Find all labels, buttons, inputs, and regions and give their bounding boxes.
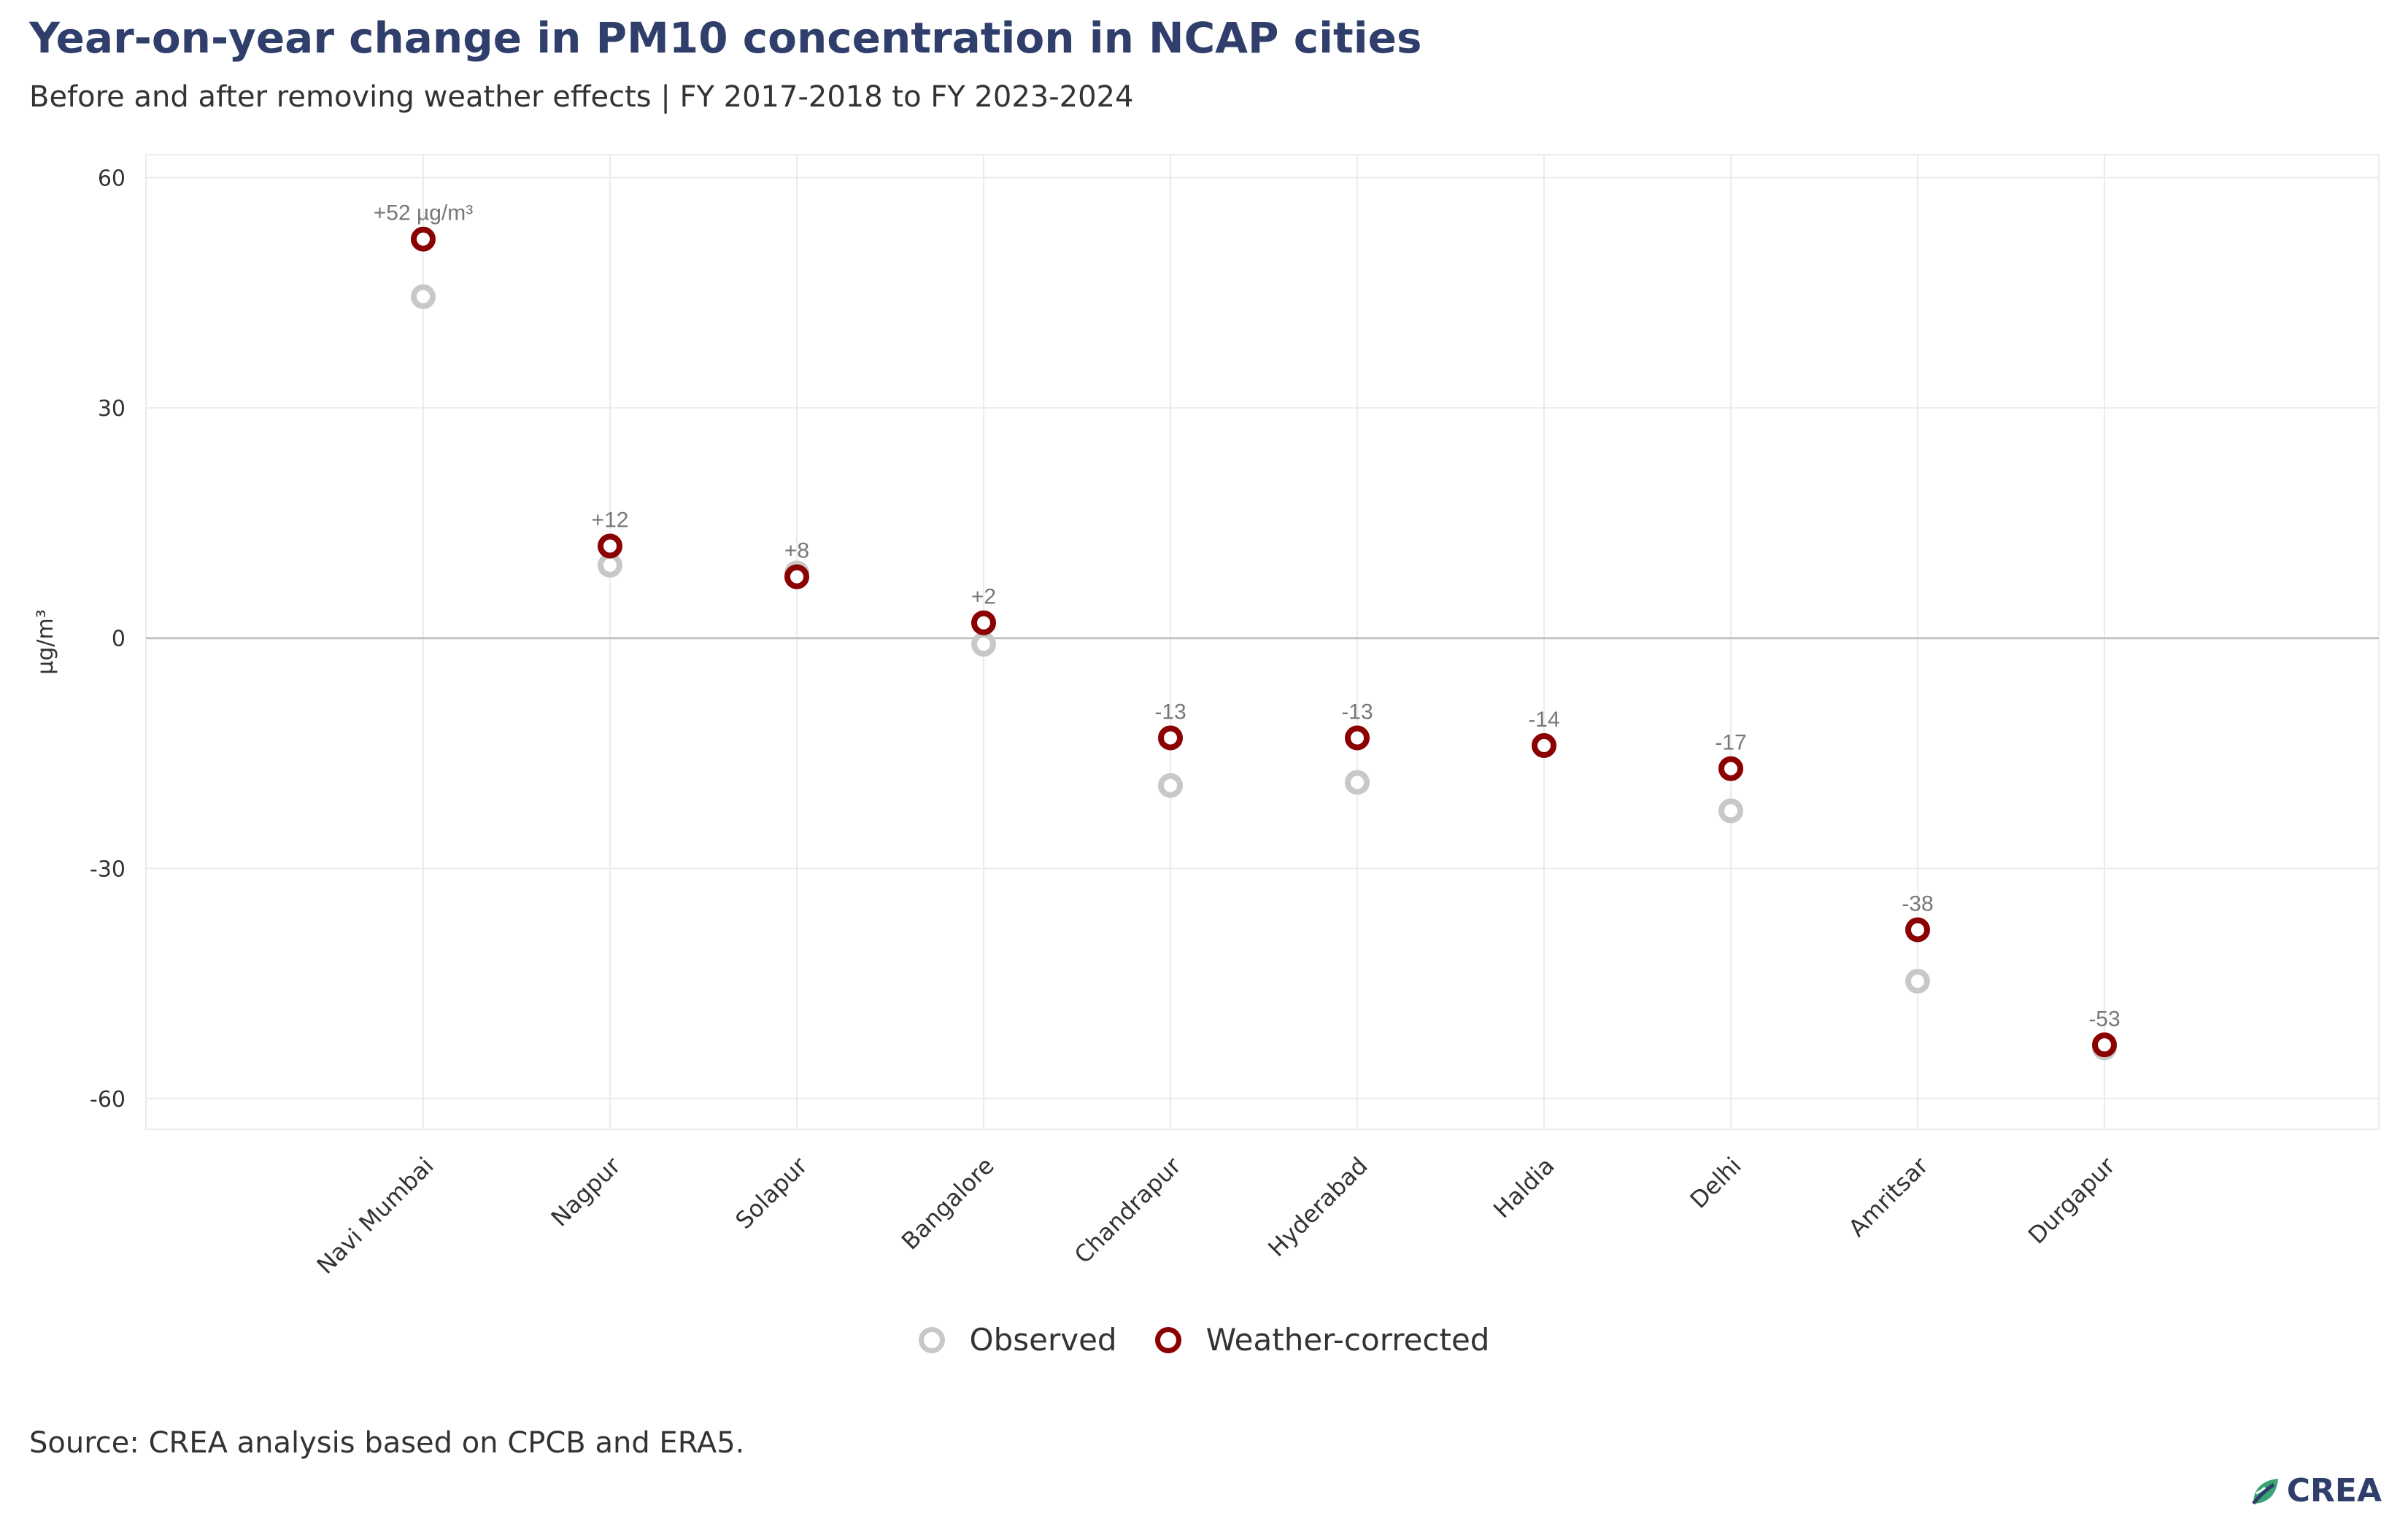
y-tick-label: 60 [98,166,126,192]
y-tick-label: -30 [90,856,126,882]
legend-label-observed: Observed [969,1322,1117,1358]
legend: Observed Weather-corrected [0,1322,2408,1358]
data-label: +8 [784,539,809,563]
data-marks: +52 µg/m³ +12 +8 +2 -13 -13 -14 -17 -38 -53 [374,201,2120,1061]
observed-point [1718,798,1743,824]
legend-item-observed: Observed [918,1322,1117,1358]
observed-point [1905,968,1930,994]
chart-subtitle: Before and after removing weather effect… [29,80,1134,114]
x-tick-label: Haldia [1488,1152,1560,1224]
data-label: -14 [1528,708,1559,732]
weather-corrected-point [1718,756,1743,781]
weather-corrected-point [1905,917,1930,943]
x-tick-label: Durgapur [2023,1151,2120,1249]
weather-corrected-point [1532,733,1556,759]
weather-corrected-point [411,226,436,252]
observed-point [1345,770,1370,795]
y-tick-label: 30 [98,396,126,422]
weather-corrected-point [2092,1032,2117,1058]
axes: 60 30 0 -30 -60 µg/m³ Navi Mumbai Nagpur Solapur… [33,166,2120,1280]
x-tick-label: Hyderabad [1262,1152,1373,1262]
crea-logo: CREA [2249,1472,2382,1509]
legend-marker-weather-corrected [1154,1326,1181,1353]
data-label: -17 [1715,731,1746,755]
weather-corrected-point [1345,725,1370,751]
data-label: -53 [2088,1007,2120,1031]
weather-corrected-point [971,610,996,635]
data-label: -13 [1154,700,1186,724]
plot-border [145,154,2380,1130]
x-tick-label: Amritsar [1843,1151,1934,1242]
x-tick-label: Navi Mumbai [312,1152,439,1280]
legend-label-weather-corrected: Weather-corrected [1205,1322,1490,1358]
weather-corrected-point [784,564,809,589]
source-note: Source: CREA analysis based on CPCB and … [29,1426,745,1460]
legend-marker-observed [918,1326,945,1353]
data-label: -38 [1902,891,1933,916]
x-tick-label: Solapur [730,1151,813,1234]
data-label: +52 µg/m³ [374,201,474,225]
crea-leaf-icon [2251,1478,2278,1505]
observed-point [1158,773,1183,798]
observed-point [971,632,996,657]
chart-title: Year-on-year change in PM10 concentratio… [29,13,1422,63]
y-axis-title: µg/m³ [33,609,58,675]
y-tick-label: 0 [112,627,126,652]
y-tick-label: -60 [90,1087,126,1113]
x-tick-label: Chandrapur [1069,1151,1186,1269]
grid-lines [145,154,2380,1130]
observed-point [598,552,622,578]
legend-item-weather-corrected: Weather-corrected [1154,1322,1490,1358]
x-tick-label: Bangalore [896,1152,1000,1256]
x-tick-label: Delhi [1685,1152,1747,1214]
x-tick-label: Nagpur [546,1151,627,1232]
data-label: +12 [592,508,629,533]
weather-corrected-point [598,533,622,559]
chart-plot: 60 30 0 -30 -60 µg/m³ Navi Mumbai Nagpur Solapur… [33,154,2380,1280]
weather-corrected-point [1158,725,1183,751]
observed-point [411,284,436,309]
data-label: -13 [1341,700,1373,724]
data-label: +2 [971,585,996,609]
brand-name: CREA [2286,1472,2382,1509]
